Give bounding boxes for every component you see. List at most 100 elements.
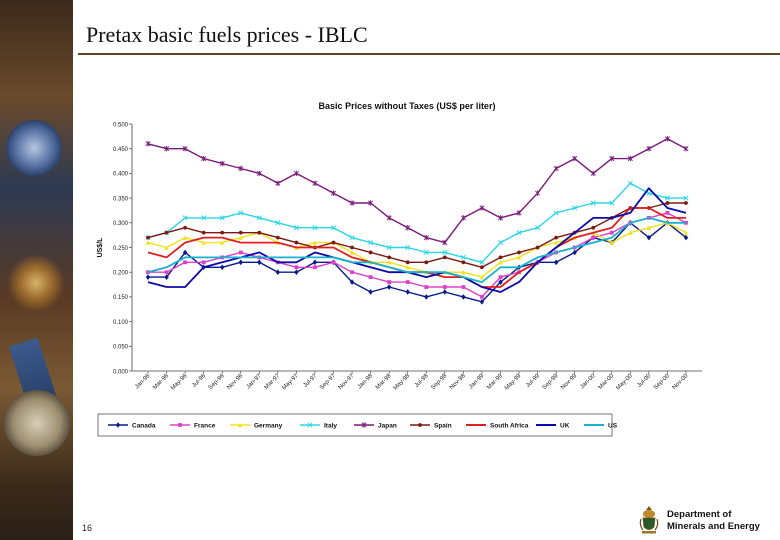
series-line-italy — [147, 182, 686, 264]
page-title: Pretax basic fuels prices - IBLC — [86, 22, 368, 47]
data-point-germany — [312, 240, 318, 245]
data-point-canada — [349, 279, 355, 285]
x-tick-label: Jul-00 — [637, 373, 653, 389]
data-point-italy — [386, 244, 392, 251]
data-point-germany — [683, 230, 689, 235]
data-point-canada — [368, 289, 373, 295]
legend-item-japan: Japan — [354, 422, 397, 430]
data-point-spain — [331, 240, 336, 245]
data-point-japan — [497, 215, 504, 221]
data-point-france — [164, 270, 169, 275]
data-point-japan — [293, 170, 299, 177]
title-divider — [78, 53, 780, 55]
x-tick-label: May-00 — [615, 373, 634, 392]
data-point-japan — [627, 155, 633, 162]
data-point-canada — [238, 259, 243, 266]
x-tick-label: Mar-00 — [598, 373, 616, 391]
data-point-germany — [220, 240, 225, 245]
data-point-canada — [479, 299, 485, 305]
x-tick-label: Sep-00 — [653, 373, 671, 391]
data-point-japan — [479, 205, 485, 211]
data-point-canada — [182, 249, 188, 256]
x-tick-label: Sep-99 — [542, 373, 560, 391]
data-point-france — [238, 250, 243, 255]
data-point-japan — [516, 210, 522, 216]
data-point-japan — [164, 146, 170, 152]
data-point-canada — [386, 284, 392, 290]
data-point-japan — [201, 155, 207, 162]
data-point-spain — [257, 230, 262, 235]
data-point-italy — [219, 215, 225, 221]
legend-label: Italy — [324, 423, 337, 430]
x-tick-label: Nov-96 — [226, 373, 244, 391]
department-line-2: Minerals and Energy — [667, 521, 760, 532]
data-point-germany — [498, 260, 503, 265]
data-point-france — [480, 295, 484, 299]
x-tick-label: Jan-99 — [468, 373, 486, 391]
data-point-italy — [368, 240, 374, 246]
data-point-france — [313, 265, 317, 270]
x-tick-label: Mar-99 — [486, 373, 504, 391]
data-point-canada — [145, 274, 151, 280]
data-point-spain — [665, 201, 670, 205]
data-point-germany — [238, 235, 243, 240]
x-tick-label: May-98 — [393, 373, 412, 392]
data-point-france — [442, 285, 447, 289]
data-point-germany — [386, 260, 392, 265]
legend-label: Germany — [254, 423, 283, 430]
legend-label: US — [608, 423, 618, 430]
data-point-italy — [516, 230, 522, 236]
legend-item-south_africa: South Africa — [466, 423, 529, 430]
data-point-canada — [683, 234, 689, 241]
data-point-italy — [627, 180, 633, 186]
data-point-germany — [349, 250, 355, 255]
compass-graphic — [4, 390, 70, 456]
data-point-spain — [554, 235, 559, 240]
data-point-france — [665, 211, 670, 215]
data-point-japan — [238, 165, 244, 172]
data-point-spain — [591, 225, 596, 230]
data-point-japan — [182, 146, 188, 152]
data-point-canada — [220, 264, 225, 271]
data-point-italy — [609, 200, 615, 206]
data-point-germany — [646, 225, 652, 230]
data-point-italy — [646, 190, 652, 196]
series-line-us — [147, 217, 686, 284]
data-point-italy — [497, 240, 504, 246]
legend-item-spain: Spain — [410, 423, 452, 430]
legend-label: Canada — [132, 423, 156, 430]
data-point-japan — [553, 165, 559, 172]
legend-item-italy: Italy — [300, 422, 337, 430]
data-point-france — [405, 280, 410, 284]
data-point-italy — [293, 225, 299, 231]
y-tick-label: 0.100 — [113, 320, 129, 326]
data-point-france — [609, 230, 614, 235]
decorative-medal-image — [0, 0, 73, 540]
medal-ribbon-graphic — [6, 120, 62, 176]
order-cross-graphic — [8, 255, 64, 311]
legend-item-canada: Canada — [108, 422, 156, 430]
data-point-italy — [238, 210, 244, 216]
x-tick-label: Jan-00 — [579, 373, 597, 391]
x-tick-label: May-97 — [281, 373, 300, 392]
legend-marker — [307, 422, 313, 428]
data-point-japan — [312, 180, 318, 186]
data-point-italy — [683, 195, 689, 201]
data-point-japan — [572, 155, 578, 162]
x-axis-ticks: Jan-96 Mar-96 May-96 Jul-96 Sep-96 Nov-96 Jan-… — [134, 371, 690, 392]
legend-label: Spain — [434, 423, 452, 430]
chart-axes — [131, 124, 702, 372]
data-point-japan — [368, 200, 374, 206]
series-line-france — [148, 212, 687, 298]
x-tick-label: Mar-97 — [264, 373, 282, 391]
data-point-italy — [312, 225, 318, 231]
data-point-italy — [590, 200, 596, 206]
data-point-canada — [275, 269, 281, 275]
data-point-japan — [386, 215, 392, 221]
data-point-germany — [628, 230, 633, 235]
series-layer — [145, 136, 689, 305]
x-tick-label: Nov-98 — [449, 373, 467, 391]
y-axis-ticks: 0.000 0.050 0.100 0.150 0.200 0.250 0.300 0.350… — [113, 122, 132, 375]
data-point-spain — [164, 230, 169, 235]
data-point-japan — [460, 215, 466, 221]
